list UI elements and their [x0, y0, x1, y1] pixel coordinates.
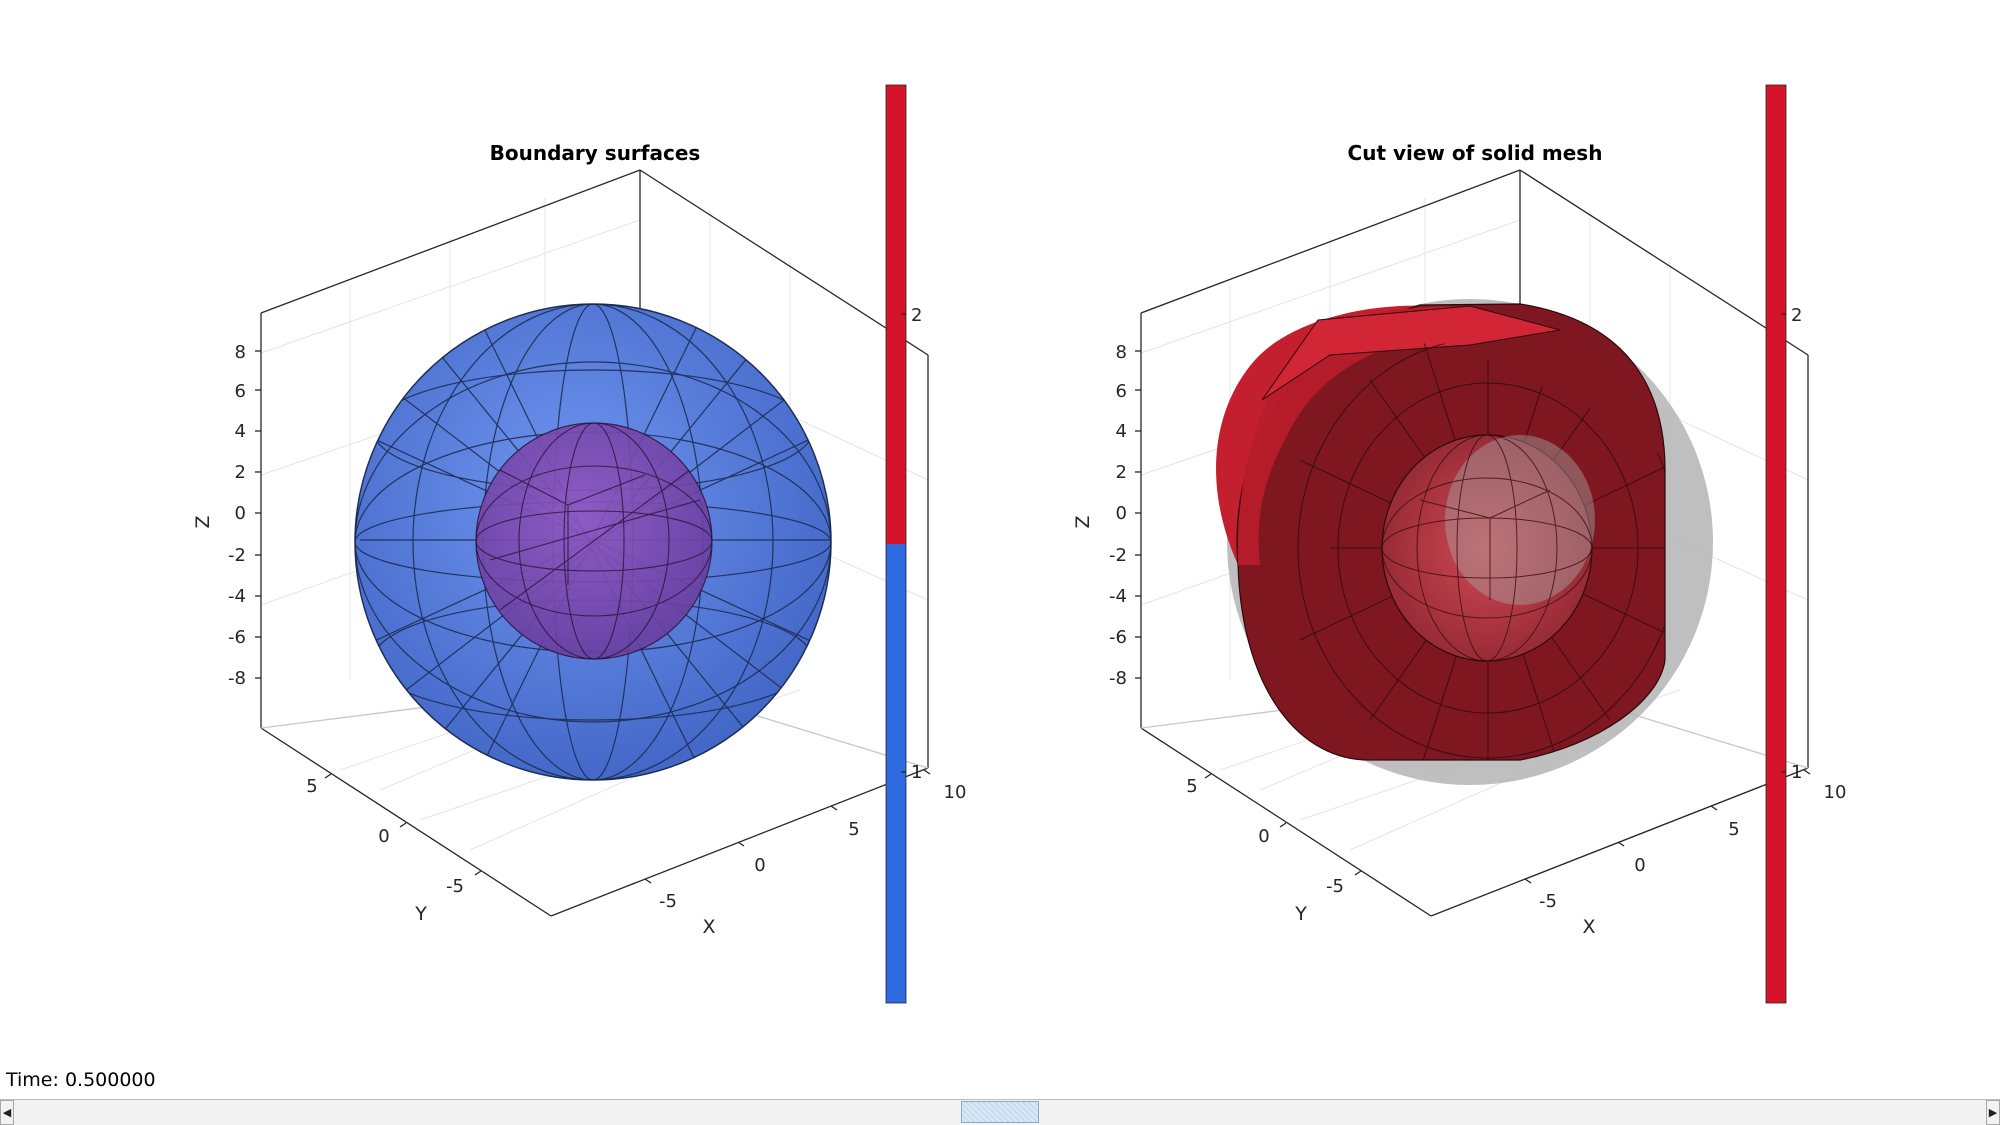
cut-inner-cavity: [1381, 434, 1595, 662]
z-tick-0: 0: [235, 503, 246, 524]
y-tick-neg5: -5: [446, 876, 464, 897]
z-tick-neg4: -4: [1109, 586, 1127, 607]
x-axis-label: X: [702, 916, 715, 938]
y-axis-label: Y: [414, 903, 427, 925]
x-tick-neg5: -5: [1539, 891, 1557, 912]
z-tick-6: 6: [235, 381, 246, 402]
right-x-ticks: -5 0 5 10: [1524, 769, 1847, 912]
cut-view-axes[interactable]: 8 6 4 2 0 -2 -4 -6 -8 5 0 -5 -5 0 5 10: [1072, 141, 1846, 938]
y-axis-label: Y: [1294, 903, 1307, 925]
colorbar-segment-2: [1765, 84, 1787, 1004]
right-colorbar[interactable]: 2 1: [1765, 84, 1802, 1004]
inner-boundary-sphere: [475, 422, 713, 660]
z-axis-label: Z: [192, 515, 214, 528]
y-tick-5: 5: [1186, 776, 1197, 797]
x-tick-10: 10: [1824, 782, 1847, 803]
x-tick-5: 5: [1728, 819, 1739, 840]
y-tick-neg5: -5: [1326, 876, 1344, 897]
right-axes-box: [1140, 169, 1809, 917]
x-tick-0: 0: [1634, 855, 1645, 876]
z-tick-6: 6: [1116, 381, 1127, 402]
z-tick-8: 8: [1116, 342, 1127, 363]
left-chart-title: Boundary surfaces: [490, 141, 701, 165]
scroll-right-arrow-icon[interactable]: ▶: [1986, 1100, 2000, 1125]
z-tick-4: 4: [235, 421, 246, 442]
colorbar-segment-1: [886, 544, 906, 1003]
x-axis-label: X: [1582, 916, 1595, 938]
right-y-ticks: 5 0 -5: [1186, 773, 1362, 897]
z-tick-neg8: -8: [228, 668, 246, 689]
y-tick-0: 0: [378, 826, 389, 847]
scroll-left-arrow-icon[interactable]: ◀: [0, 1100, 14, 1125]
z-tick-neg2: -2: [1109, 545, 1127, 566]
scroll-thumb[interactable]: [961, 1101, 1039, 1123]
x-tick-0: 0: [754, 855, 765, 876]
y-tick-0: 0: [1258, 826, 1269, 847]
colorbar-segment-2: [886, 85, 906, 544]
z-tick-2: 2: [1116, 462, 1127, 483]
colorbar-tick-2: 2: [1791, 305, 1802, 326]
z-tick-neg6: -6: [1109, 627, 1127, 648]
left-colorbar[interactable]: 2 1: [885, 84, 922, 1004]
time-status-text: Time: 0.500000: [6, 1069, 156, 1091]
z-tick-2: 2: [235, 462, 246, 483]
right-chart-title: Cut view of solid mesh: [1348, 141, 1603, 165]
colorbar-tick-2: 2: [911, 305, 922, 326]
left-y-ticks: 5 0 -5: [306, 773, 482, 897]
colorbar-tick-1: 1: [1791, 762, 1802, 783]
z-axis-label: Z: [1072, 515, 1094, 528]
z-tick-4: 4: [1116, 421, 1127, 442]
time-scrollbar[interactable]: ◀ ▶: [0, 1099, 2000, 1125]
z-tick-8: 8: [235, 342, 246, 363]
colorbar-tick-1: 1: [911, 762, 922, 783]
left-z-ticks: 8 6 4 2 0 -2 -4 -6 -8: [228, 342, 261, 689]
z-tick-neg8: -8: [1109, 668, 1127, 689]
z-tick-neg2: -2: [228, 545, 246, 566]
x-tick-5: 5: [848, 819, 859, 840]
boundary-surfaces-axes[interactable]: 8 6 4 2 0 -2 -4 -6 -8 5 0 -5 -5 0 5 10: [192, 141, 966, 938]
x-tick-neg5: -5: [659, 891, 677, 912]
x-tick-10: 10: [944, 782, 967, 803]
y-tick-5: 5: [306, 776, 317, 797]
z-tick-neg6: -6: [228, 627, 246, 648]
right-z-ticks: 8 6 4 2 0 -2 -4 -6 -8: [1109, 342, 1141, 689]
left-x-ticks: -5 0 5 10: [644, 769, 967, 912]
z-tick-0: 0: [1116, 503, 1127, 524]
z-tick-neg4: -4: [228, 586, 246, 607]
